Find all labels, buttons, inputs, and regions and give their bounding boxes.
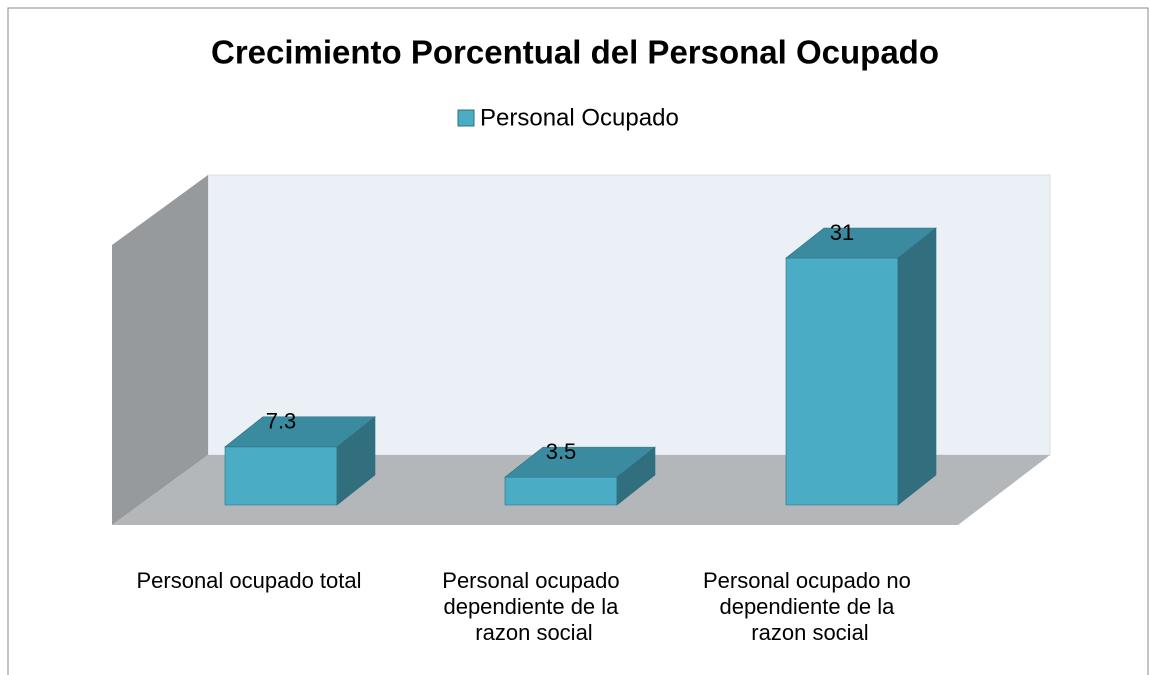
bar [224,416,376,506]
x-tick-label: Personal ocupado total [136,568,361,593]
x-tick-label: Personal ocupado dependiente de la razon… [442,568,625,645]
bar-front [224,446,338,506]
bar [785,227,937,506]
x-tick-label: Personal ocupado no dependiente de la ra… [703,568,917,645]
bar [504,446,656,506]
bar-front [504,476,618,506]
bar-top [504,446,656,478]
bar-front [785,257,899,506]
bar-top [224,416,376,448]
side-wall [112,175,208,525]
data-label: 7.3 [266,409,297,434]
bar-top [785,227,937,259]
data-label: 3.5 [546,439,577,464]
legend-label: Personal Ocupado [480,104,679,131]
bar-side [897,227,937,506]
data-label: 31 [830,220,854,245]
chart-title: Crecimiento Porcentual del Personal Ocup… [211,34,939,71]
legend-swatch [457,109,475,127]
